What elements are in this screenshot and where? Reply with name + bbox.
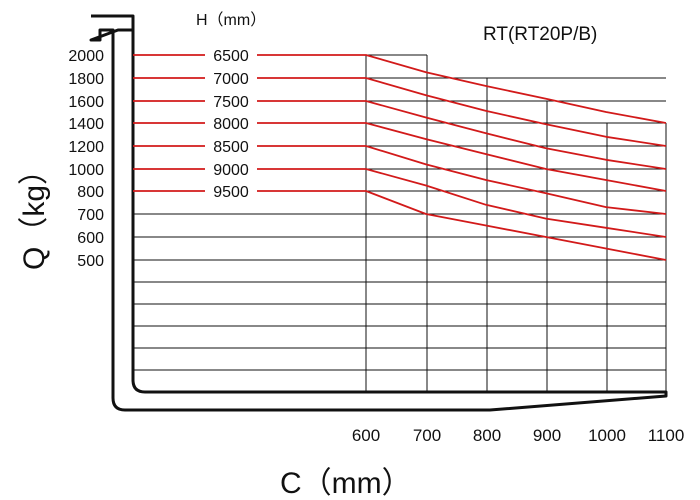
y-tick-label: 700 (77, 207, 104, 224)
load-curve-8000 (133, 122, 667, 192)
series-label-6500: 6500 (213, 48, 249, 65)
y-tick-label: 600 (77, 230, 104, 247)
series-label-bg (205, 68, 257, 87)
load-curves (133, 54, 667, 261)
fork-outline (89, 14, 668, 412)
series-label-8500: 8500 (213, 139, 249, 156)
x-tick-label: 1000 (588, 426, 626, 445)
grid-lines (133, 54, 667, 392)
chart-title: RT(RT20P/B) (483, 24, 597, 45)
series-label-9000: 9000 (213, 162, 249, 179)
load-curve-8500 (133, 145, 667, 215)
x-tick-label: 700 (413, 426, 441, 445)
series-label-9500: 9500 (213, 184, 249, 201)
x-tick-label: 800 (473, 426, 501, 445)
load-curve-9500 (133, 190, 667, 261)
series-label-bg (205, 159, 257, 178)
series-axis-label: H（mm） (196, 11, 266, 29)
x-tick-labels: 600 700 800 900 1000 1100 (352, 426, 684, 445)
series-label-bg (205, 45, 257, 64)
y-axis-label: Q（kg） (18, 155, 51, 270)
series-label-bg (205, 136, 257, 155)
series-labels: 6500 7000 7500 8000 8500 9000 9500 (205, 45, 257, 201)
x-tick-label: 600 (352, 426, 380, 445)
load-curve-7000 (133, 77, 667, 147)
series-label-7500: 7500 (213, 94, 249, 111)
y-tick-label: 1400 (68, 116, 104, 133)
y-tick-label: 2000 (68, 48, 104, 65)
y-tick-label: 1200 (68, 139, 104, 156)
x-tick-label: 900 (533, 426, 561, 445)
x-tick-label: 1100 (648, 426, 685, 445)
load-curve-9000 (133, 168, 667, 238)
y-tick-label: 800 (77, 184, 104, 201)
series-label-7000: 7000 (213, 71, 249, 88)
load-curve-6500 (133, 54, 667, 124)
y-tick-label: 1800 (68, 71, 104, 88)
x-axis-label: C（mm） (280, 467, 412, 500)
series-label-bg (205, 113, 257, 132)
y-tick-labels: 2000 1800 1600 1400 1200 1000 800 700 600 500 (68, 48, 104, 270)
y-tick-label: 1000 (68, 162, 104, 179)
series-label-bg (205, 181, 257, 200)
load-curve-7500 (133, 100, 667, 170)
y-tick-label: 1600 (68, 94, 104, 111)
series-label-bg (205, 91, 257, 110)
y-tick-label: 500 (77, 253, 104, 270)
series-label-8000: 8000 (213, 116, 249, 133)
